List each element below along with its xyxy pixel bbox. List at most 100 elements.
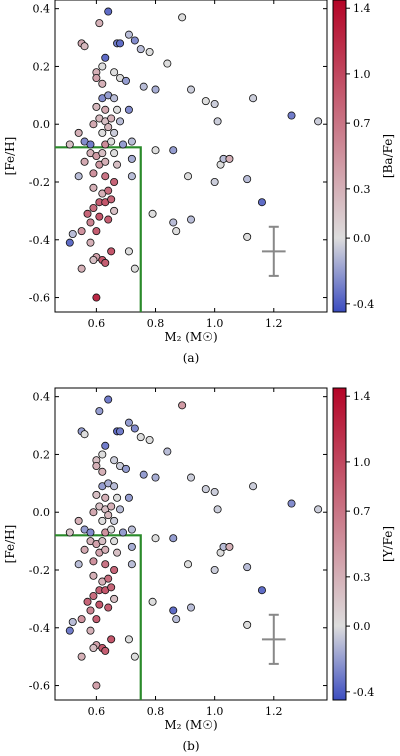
data-point: [86, 140, 95, 149]
data-point: [86, 606, 95, 615]
data-point: [110, 537, 119, 546]
y-axis-label: [Fe/H]: [3, 137, 17, 176]
data-point: [86, 238, 95, 247]
data-point: [65, 528, 74, 537]
data-point: [77, 264, 86, 273]
data-point: [89, 183, 98, 192]
data-point: [124, 635, 133, 644]
data-point: [92, 102, 101, 111]
data-point: [92, 490, 101, 499]
data-point: [186, 473, 195, 482]
data-point: [107, 247, 116, 256]
colorbar: [332, 387, 347, 701]
data-point: [92, 293, 101, 302]
data-point: [98, 128, 107, 137]
data-point: [210, 487, 219, 496]
data-point: [151, 534, 160, 543]
data-point: [151, 146, 160, 155]
data-point: [124, 493, 133, 502]
data-point: [243, 232, 252, 241]
colorbar-tick-label: 1.0: [353, 456, 371, 469]
x-tick-label: 1.2: [265, 317, 283, 330]
data-point: [210, 566, 219, 575]
data-point: [89, 644, 98, 653]
data-point: [101, 493, 110, 502]
data-point: [169, 534, 178, 543]
panel-label: (b): [182, 739, 199, 753]
data-point: [104, 7, 113, 16]
data-point: [163, 59, 172, 68]
data-point: [127, 560, 136, 569]
data-point: [104, 186, 113, 195]
y-tick-label: -0.6: [29, 680, 50, 693]
data-point: [210, 100, 219, 109]
data-point: [139, 82, 148, 91]
data-point: [86, 528, 95, 537]
data-point: [110, 149, 119, 158]
data-point: [98, 516, 107, 525]
x-tick-label: 0.6: [88, 317, 106, 330]
data-point: [65, 238, 74, 247]
data-point: [104, 603, 113, 612]
data-point: [92, 227, 101, 236]
data-point: [130, 424, 139, 433]
data-point: [95, 407, 104, 416]
colorbar-label: [Y/Fe]: [381, 526, 395, 562]
data-point: [124, 247, 133, 256]
data-point: [89, 508, 98, 517]
colorbar-tick-label: 1.0: [353, 68, 371, 81]
data-point: [213, 117, 222, 126]
data-point: [136, 45, 145, 54]
data-point: [107, 195, 116, 204]
data-point: [101, 646, 110, 655]
data-point: [92, 461, 101, 470]
colorbar-tick-label: 0.3: [353, 183, 371, 196]
data-point: [213, 505, 222, 514]
data-point: [113, 105, 122, 114]
data-point: [98, 62, 107, 71]
data-point: [201, 97, 210, 106]
data-point: [314, 117, 323, 126]
data-point: [116, 505, 125, 514]
y-tick-label: -0.2: [29, 176, 50, 189]
data-point: [243, 620, 252, 629]
data-point: [89, 120, 98, 129]
data-point: [98, 537, 107, 546]
colorbar-tick-label: 0.3: [353, 571, 371, 584]
data-point: [145, 435, 154, 444]
data-point: [95, 19, 104, 28]
data-point: [101, 258, 110, 267]
data-point: [68, 618, 77, 627]
data-point: [178, 13, 187, 22]
data-point: [151, 473, 160, 482]
data-point: [257, 198, 266, 207]
data-point: [314, 505, 323, 514]
data-point: [104, 511, 113, 520]
data-point: [89, 203, 98, 212]
y-tick-label: -0.6: [29, 292, 50, 305]
y-tick-label: 0.4: [33, 391, 51, 404]
data-point: [98, 467, 107, 476]
data-point: [186, 215, 195, 224]
data-point: [148, 209, 157, 218]
data-point: [74, 560, 83, 569]
data-point: [95, 600, 104, 609]
data-point: [184, 172, 193, 181]
region-boundary: [55, 534, 142, 700]
y-tick-label: -0.4: [29, 622, 50, 635]
data-point: [243, 563, 252, 572]
y-tick-label: 0.2: [33, 60, 51, 73]
panel-label: (a): [183, 351, 200, 365]
data-point: [130, 652, 139, 661]
data-point: [107, 502, 116, 511]
x-tick-label: 1.2: [265, 705, 283, 718]
data-point: [89, 592, 98, 601]
data-point: [101, 441, 110, 450]
colorbar-tick-label: -0.4: [353, 686, 374, 699]
data-point: [127, 525, 136, 534]
y-tick-label: 0.0: [33, 118, 51, 131]
data-point: [249, 482, 258, 491]
y-tick-label: 0.0: [33, 506, 51, 519]
data-point: [83, 209, 92, 218]
